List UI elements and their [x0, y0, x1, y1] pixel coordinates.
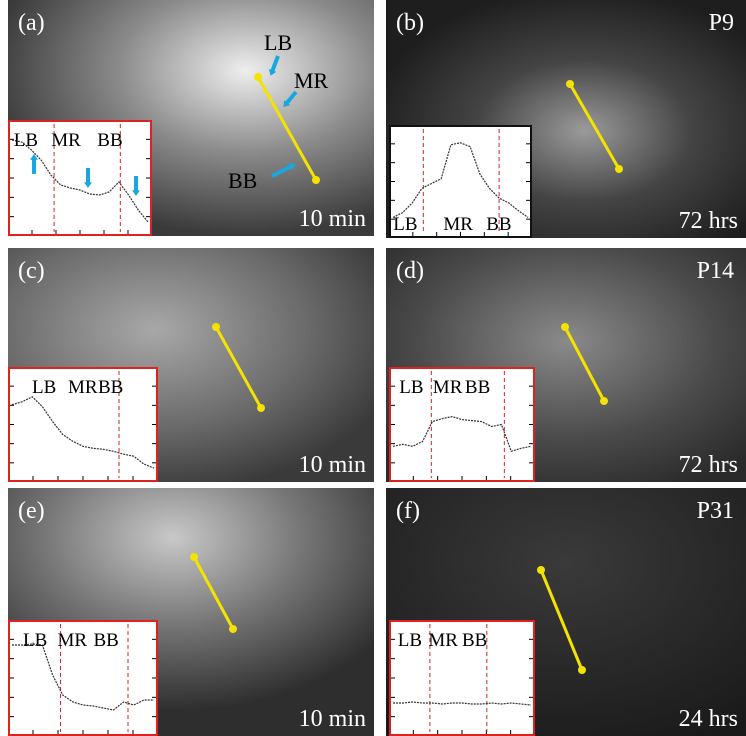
- line-end: [561, 323, 569, 331]
- line-end: [312, 176, 320, 184]
- inset-label: BB: [465, 377, 490, 398]
- profile-line: [214, 326, 263, 409]
- panel-label: (e): [18, 498, 45, 524]
- patient-id: P9: [709, 10, 734, 36]
- inset-label: MR: [433, 377, 463, 398]
- time-label: 10 min: [299, 706, 366, 732]
- panel: (b) P9 72 hrs LB MR BB: [386, 0, 746, 238]
- line-end: [229, 625, 237, 633]
- arrow-head: [132, 190, 140, 196]
- arrow: [271, 164, 293, 178]
- inset: [8, 367, 158, 482]
- panel: (e) 10 min LB MR BB: [8, 488, 374, 736]
- annotation: MR: [294, 68, 329, 93]
- inset-label: BB: [97, 130, 122, 151]
- inset-profile: [393, 701, 532, 706]
- panel-label: (d): [396, 258, 424, 284]
- arrow-head: [288, 163, 296, 171]
- time-label: 10 min: [299, 206, 366, 232]
- panel: (f) P31 24 hrs LB MR BB: [386, 488, 746, 736]
- inset-label: MR: [58, 630, 88, 651]
- line-end: [212, 323, 220, 331]
- inset-label: LB: [398, 630, 422, 651]
- inset-profile: [11, 396, 155, 469]
- panel-label: (c): [18, 258, 45, 284]
- inset-label: MR: [443, 214, 473, 235]
- time-label: 72 hrs: [679, 208, 738, 234]
- profile-line: [539, 569, 584, 671]
- inset: [389, 620, 535, 736]
- inset-label: LB: [399, 377, 423, 398]
- inset: [8, 120, 152, 236]
- inset-label: BB: [94, 630, 119, 651]
- profile-line: [568, 83, 621, 170]
- line-end: [537, 566, 545, 574]
- inset-label: LB: [14, 130, 38, 151]
- inset-label: BB: [462, 630, 487, 651]
- profile-line: [563, 326, 606, 402]
- time-label: 24 hrs: [679, 706, 738, 732]
- inset-label: MR: [51, 130, 81, 151]
- time-label: 10 min: [299, 452, 366, 478]
- patient-id: P14: [697, 258, 734, 284]
- inset: [8, 620, 158, 736]
- panel: (d) P14 72 hrs LB MR BB: [386, 248, 746, 482]
- line-end: [254, 73, 262, 81]
- patient-id: P31: [697, 498, 734, 524]
- annotation: BB: [228, 168, 257, 193]
- inset-label: LB: [393, 214, 417, 235]
- inset-profile: [11, 139, 149, 223]
- annotation: LB: [264, 30, 292, 55]
- arrow: [270, 55, 280, 73]
- panel-label: (a): [18, 10, 45, 36]
- panel: (c) 10 min LB MR BB: [8, 248, 374, 482]
- arrow: [284, 90, 298, 106]
- inset-profile: [392, 142, 529, 218]
- profile-line: [192, 556, 235, 630]
- panel-label: (f): [396, 498, 420, 524]
- inset: [389, 125, 532, 238]
- profile-line: [256, 76, 318, 181]
- arrow-head: [268, 68, 277, 76]
- time-label: 72 hrs: [679, 452, 738, 478]
- line-end: [615, 165, 623, 173]
- inset: [389, 367, 535, 482]
- arrow-head: [30, 154, 38, 160]
- inset-label: MR: [428, 630, 458, 651]
- arrow-head: [84, 182, 92, 188]
- line-end: [257, 404, 265, 412]
- inset-label: LB: [32, 377, 56, 398]
- line-end: [578, 666, 586, 674]
- inset-label: MR: [68, 377, 98, 398]
- arrow-head: [283, 100, 291, 108]
- panel-label: (b): [396, 10, 424, 36]
- inset-label: BB: [98, 377, 123, 398]
- inset-label: LB: [23, 630, 47, 651]
- line-end: [190, 553, 198, 561]
- line-end: [600, 397, 608, 405]
- inset-label: BB: [486, 214, 511, 235]
- line-end: [566, 80, 574, 88]
